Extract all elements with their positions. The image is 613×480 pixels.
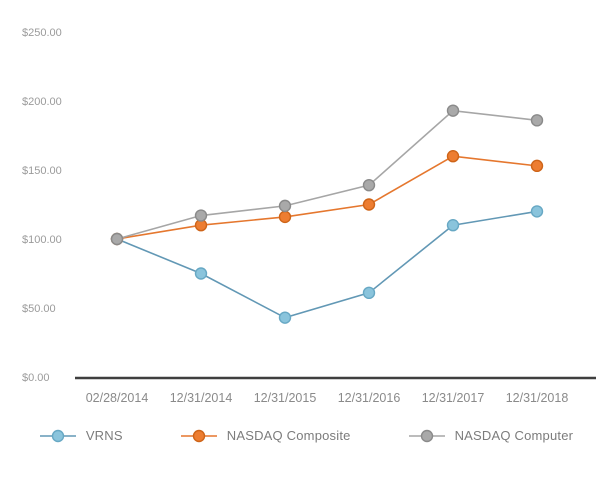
legend-label-nasdaq-composite: NASDAQ Composite: [226, 428, 351, 443]
y-axis-tick-label: $200.00: [22, 96, 62, 108]
legend-circle: [420, 429, 433, 442]
data-point-marker: [362, 198, 376, 211]
data-point-marker: [194, 209, 208, 222]
x-axis-tick-label: 12/31/2016: [338, 391, 401, 405]
line-chart-canvas: $0.00 $50.00 $100.00 $150.00 $200.00 $250.00 0…: [22, 27, 596, 405]
y-axis-tick-label: $0.00: [22, 372, 50, 384]
x-axis-tick-label: 12/31/2018: [506, 391, 569, 405]
legend-item-vrns: VRNS: [39, 428, 123, 443]
legend-item-nasdaq-computer: NASDAQ Computer: [408, 428, 574, 443]
legend-marker-vrns: [39, 429, 76, 442]
data-point-marker: [278, 311, 292, 324]
data-point-marker: [110, 232, 124, 246]
x-axis-tick-label: 12/31/2014: [170, 391, 233, 405]
y-axis-tick-label: $100.00: [22, 234, 62, 246]
legend-circle: [51, 429, 65, 442]
data-point-marker: [446, 104, 460, 117]
data-point-marker: [446, 218, 460, 232]
legend-label-vrns: VRNS: [85, 428, 123, 443]
x-axis-tick-label: 12/31/2017: [422, 391, 485, 405]
x-axis-tick-label: 12/31/2015: [254, 391, 317, 405]
data-point-marker: [530, 114, 544, 127]
legend-label-nasdaq-computer: NASDAQ Computer: [454, 428, 574, 443]
chart-legend: VRNS NASDAQ Composite NASDAQ Computer: [0, 428, 613, 443]
data-point-marker: [194, 267, 208, 280]
legend-item-nasdaq-composite: NASDAQ Composite: [180, 428, 351, 443]
data-point-marker: [362, 286, 376, 300]
series-line-vrns: [116, 210, 538, 319]
x-axis-tick-label: 02/28/2014: [86, 391, 149, 405]
y-axis-tick-label: $50.00: [22, 303, 56, 315]
series-line-nasdaq-composite: [116, 155, 538, 240]
legend-marker-nasdaq-computer: [408, 429, 445, 442]
data-point-marker: [530, 159, 544, 173]
y-axis-tick-label: $150.00: [22, 165, 62, 177]
series-line-nasdaq-computer: [116, 109, 538, 240]
legend-circle: [192, 429, 205, 442]
y-axis-tick-label: $250.00: [22, 27, 62, 39]
legend-marker-nasdaq-composite: [180, 429, 217, 442]
data-point-marker: [278, 199, 292, 213]
data-point-marker: [530, 205, 544, 218]
data-point-marker: [446, 149, 460, 163]
data-point-marker: [362, 178, 376, 192]
data-point-marker: [278, 210, 292, 224]
